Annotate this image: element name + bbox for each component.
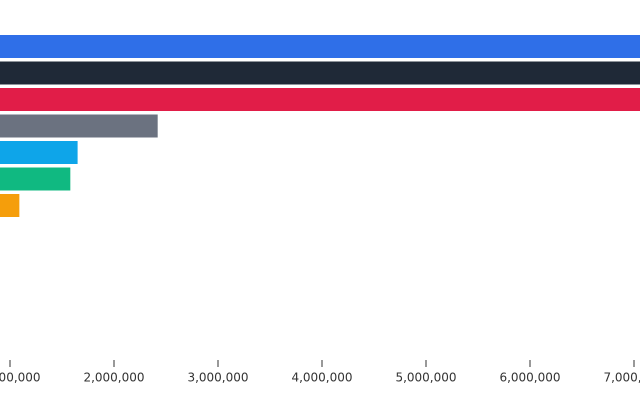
x-tick-label: 3,000,000 xyxy=(187,371,248,385)
x-tick-label: 1,000,000 xyxy=(0,371,41,385)
x-tick-label: 6,000,000 xyxy=(499,371,560,385)
bar xyxy=(0,61,640,85)
bar xyxy=(0,141,78,164)
x-tick-label: 7,000,000 xyxy=(603,371,640,385)
x-tick-label: 5,000,000 xyxy=(395,371,456,385)
bar xyxy=(0,35,640,58)
x-tick-label: 4,000,000 xyxy=(291,371,352,385)
x-tick-label: 2,000,000 xyxy=(83,371,144,385)
bar xyxy=(0,194,20,217)
bar xyxy=(0,167,71,191)
bar xyxy=(0,88,640,111)
bar xyxy=(0,114,158,138)
